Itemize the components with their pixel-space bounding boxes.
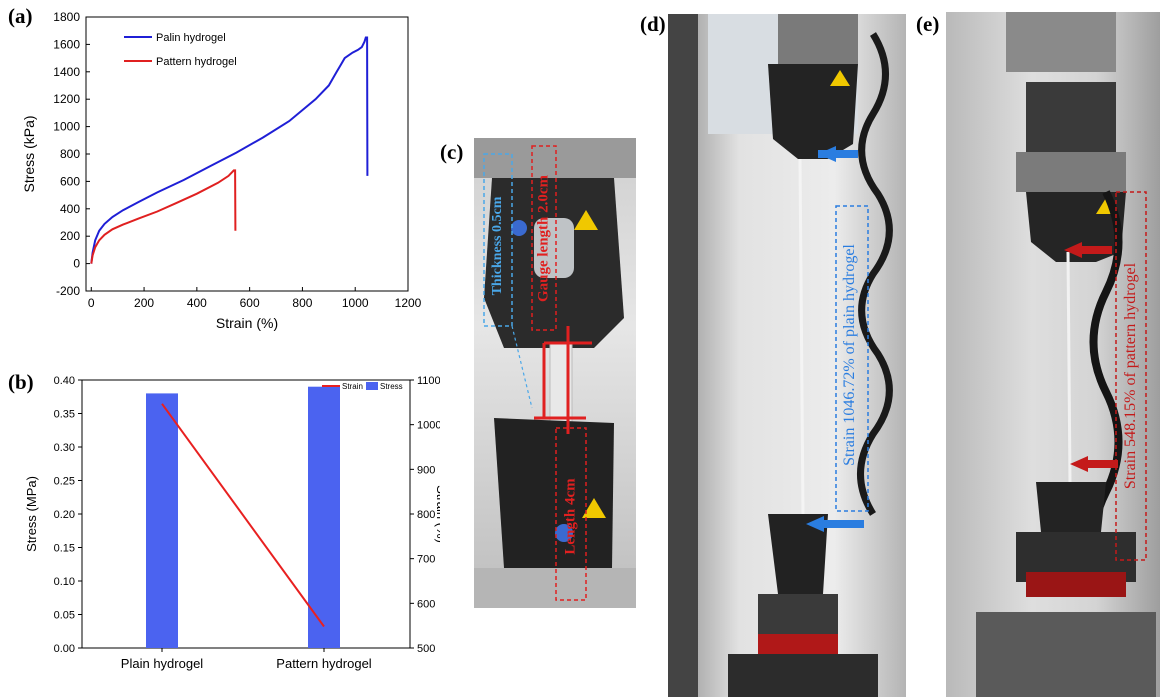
y-tick-label: 0.40 (54, 375, 75, 387)
y2-tick-label: 700 (417, 554, 435, 566)
y-tick-label: 1600 (53, 37, 80, 51)
x-tick-label: 1200 (395, 296, 422, 310)
x-tick-label: 800 (292, 296, 312, 310)
legend-label-1: Pattern hydrogel (156, 56, 237, 68)
thickness-label: Thickness 0.5cm (490, 196, 505, 296)
y-tick-label: 1000 (53, 120, 80, 134)
y-tick-label: 1200 (53, 92, 80, 106)
x-axis-label: Strain (%) (216, 315, 278, 331)
y2-tick-label: 1000 (417, 420, 440, 432)
stress-bar (308, 386, 340, 648)
y-tick-label: 0.20 (54, 509, 75, 521)
series-line-1 (90, 169, 237, 264)
gauge-length-label: Gauge length 2.0cm (535, 174, 552, 303)
y-tick-label: 0.15 (54, 543, 75, 555)
y-tick-label: 0.25 (54, 476, 75, 488)
y-tick-label: 0 (73, 257, 80, 271)
x-tick-label: Plain hydrogel (121, 656, 203, 671)
legend-label-0: Palin hydrogel (156, 32, 226, 44)
x-tick-label: 1000 (342, 296, 369, 310)
stress-strain-chart: 0 200 400 600 800 1000 1200 -200 0 200 400 600 800 10… (21, 10, 422, 331)
x-tick-label: Pattern hydrogel (276, 656, 372, 671)
panel-label-e: (e) (916, 12, 940, 36)
y2-tick-label: 900 (417, 464, 435, 476)
y-tick-label: 0.30 (54, 442, 75, 454)
y-tick-label: 200 (60, 229, 80, 243)
y-tick-label: 0.05 (54, 610, 75, 622)
length-label: Length 4cm (562, 478, 579, 555)
y-tick-label: 800 (60, 147, 80, 161)
y-tick-label: 0.00 (54, 643, 75, 655)
y-tick-label: -200 (56, 284, 80, 298)
y2-tick-label: 800 (417, 509, 435, 521)
legend-label-stress: Stress (380, 382, 403, 391)
panel-label-c: (c) (440, 140, 464, 164)
y-axis-label: Stress (MPa) (24, 476, 39, 552)
y-tick-label: 600 (60, 174, 80, 188)
panel-label-a: (a) (8, 4, 33, 28)
pattern-hydrogel-caption: Strain 548.15% of pattern hydrogel (1122, 262, 1139, 490)
panel-label-b: (b) (8, 370, 34, 394)
y2-tick-label: 500 (417, 643, 435, 655)
plot-frame (81, 379, 411, 649)
y-tick-label: 0.35 (54, 409, 75, 421)
panel-label-d: (d) (640, 12, 666, 36)
y-tick-label: 0.10 (54, 576, 75, 588)
photo-pattern-hydrogel-test: Strain 548.15% of pattern hydrogel (946, 12, 1160, 697)
y-tick-label: 400 (60, 202, 80, 216)
x-tick-label: 0 (88, 296, 95, 310)
plot-frame (85, 16, 409, 292)
photo-plain-hydrogel-test: Strain 1046.72% of plain hydrogel (668, 14, 906, 697)
y-tick-label: 1800 (53, 10, 80, 24)
legend-label-strain: Strain (342, 382, 363, 391)
series-line-0 (90, 36, 369, 264)
y2-tick-label: 1100 (417, 375, 440, 387)
plain-hydrogel-caption: Strain 1046.72% of plain hydrogel (841, 244, 858, 466)
y-tick-label: 1400 (53, 65, 80, 79)
y2-tick-label: 600 (417, 598, 435, 610)
x-tick-label: 600 (240, 296, 260, 310)
y2-axis-label: Strain (%) (434, 485, 440, 543)
stress-strain-bar-chart: 0.00 0.05 0.10 0.15 0.20 0.25 0.30 0.35 0.40 500 6… (24, 375, 440, 671)
strain-line (161, 403, 325, 628)
photo-tensile-clamp: Thickness 0.5cm Gauge length 2.0cm Lengt… (474, 138, 636, 608)
x-tick-label: 400 (187, 296, 207, 310)
y-axis-label: Stress (kPa) (21, 115, 37, 192)
legend-swatch-stress (366, 382, 378, 390)
x-tick-label: 200 (134, 296, 154, 310)
stress-bar (146, 393, 178, 648)
